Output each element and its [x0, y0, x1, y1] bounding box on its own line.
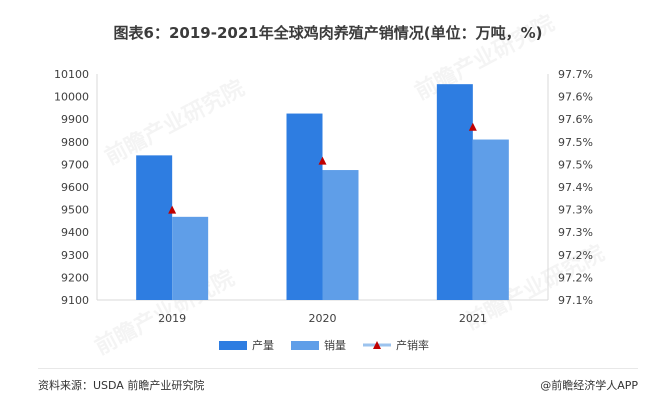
x-tick-label: 2020 — [309, 312, 337, 325]
y-right-tick-label: 97.7% — [558, 68, 593, 81]
y-right-tick-label: 97.2% — [558, 271, 593, 284]
legend-label-sales: 销量 — [324, 338, 346, 352]
y-left-tick-label: 9800 — [61, 136, 89, 149]
chart-title: 图表6：2019-2021年全球鸡肉养殖产销情况(单位：万吨，%) — [113, 24, 543, 42]
legend-label-rate: 产销率 — [396, 338, 429, 352]
footer-source: 资料来源：USDA 前瞻产业研究院 — [38, 379, 205, 392]
watermark-text: 前瞻产业研究院 — [101, 75, 249, 170]
y-right-tick-label: 97.3% — [558, 204, 593, 217]
y-left-tick-label: 9600 — [61, 181, 89, 194]
y-left-tick-label: 9300 — [61, 249, 89, 262]
y-right-tick-label: 97.6% — [558, 91, 593, 104]
x-tick-label: 2019 — [158, 312, 186, 325]
legend-marker-rate — [373, 341, 381, 349]
y-right-tick-label: 97.1% — [558, 294, 593, 307]
y-left-tick-label: 9200 — [61, 271, 89, 284]
legend-label-production: 产量 — [252, 338, 274, 352]
y-left-tick-label: 9100 — [61, 294, 89, 307]
y-left-tick-label: 9400 — [61, 226, 89, 239]
rate-marker — [468, 122, 477, 131]
rate-marker — [168, 205, 177, 214]
y-left-tick-label: 9700 — [61, 158, 89, 171]
y-right-tick-label: 97.3% — [558, 226, 593, 239]
y-right-tick-label: 97.4% — [558, 181, 593, 194]
bar-sales — [472, 139, 509, 300]
footer-brand: @前瞻经济学人APP — [540, 379, 638, 392]
bar-production — [286, 113, 323, 300]
y-left-tick-label: 10100 — [54, 68, 89, 81]
rate-marker — [318, 156, 327, 165]
watermark-text: 前瞻产业研究院 — [411, 10, 559, 105]
y-right-tick-label: 97.5% — [558, 158, 593, 171]
y-left-tick-label: 9900 — [61, 113, 89, 126]
bar-production — [436, 84, 473, 300]
bar-sales — [322, 170, 359, 300]
x-tick-label: 2021 — [459, 312, 487, 325]
bar-sales — [172, 216, 209, 300]
bar-production — [136, 155, 173, 300]
y-right-tick-label: 97.6% — [558, 113, 593, 126]
y-left-tick-label: 10000 — [54, 91, 89, 104]
legend-swatch-sales — [291, 341, 319, 350]
legend-swatch-production — [219, 341, 247, 350]
footer-divider — [38, 368, 638, 369]
y-left-tick-label: 9500 — [61, 204, 89, 217]
y-right-tick-label: 97.5% — [558, 136, 593, 149]
y-right-tick-label: 97.2% — [558, 249, 593, 262]
